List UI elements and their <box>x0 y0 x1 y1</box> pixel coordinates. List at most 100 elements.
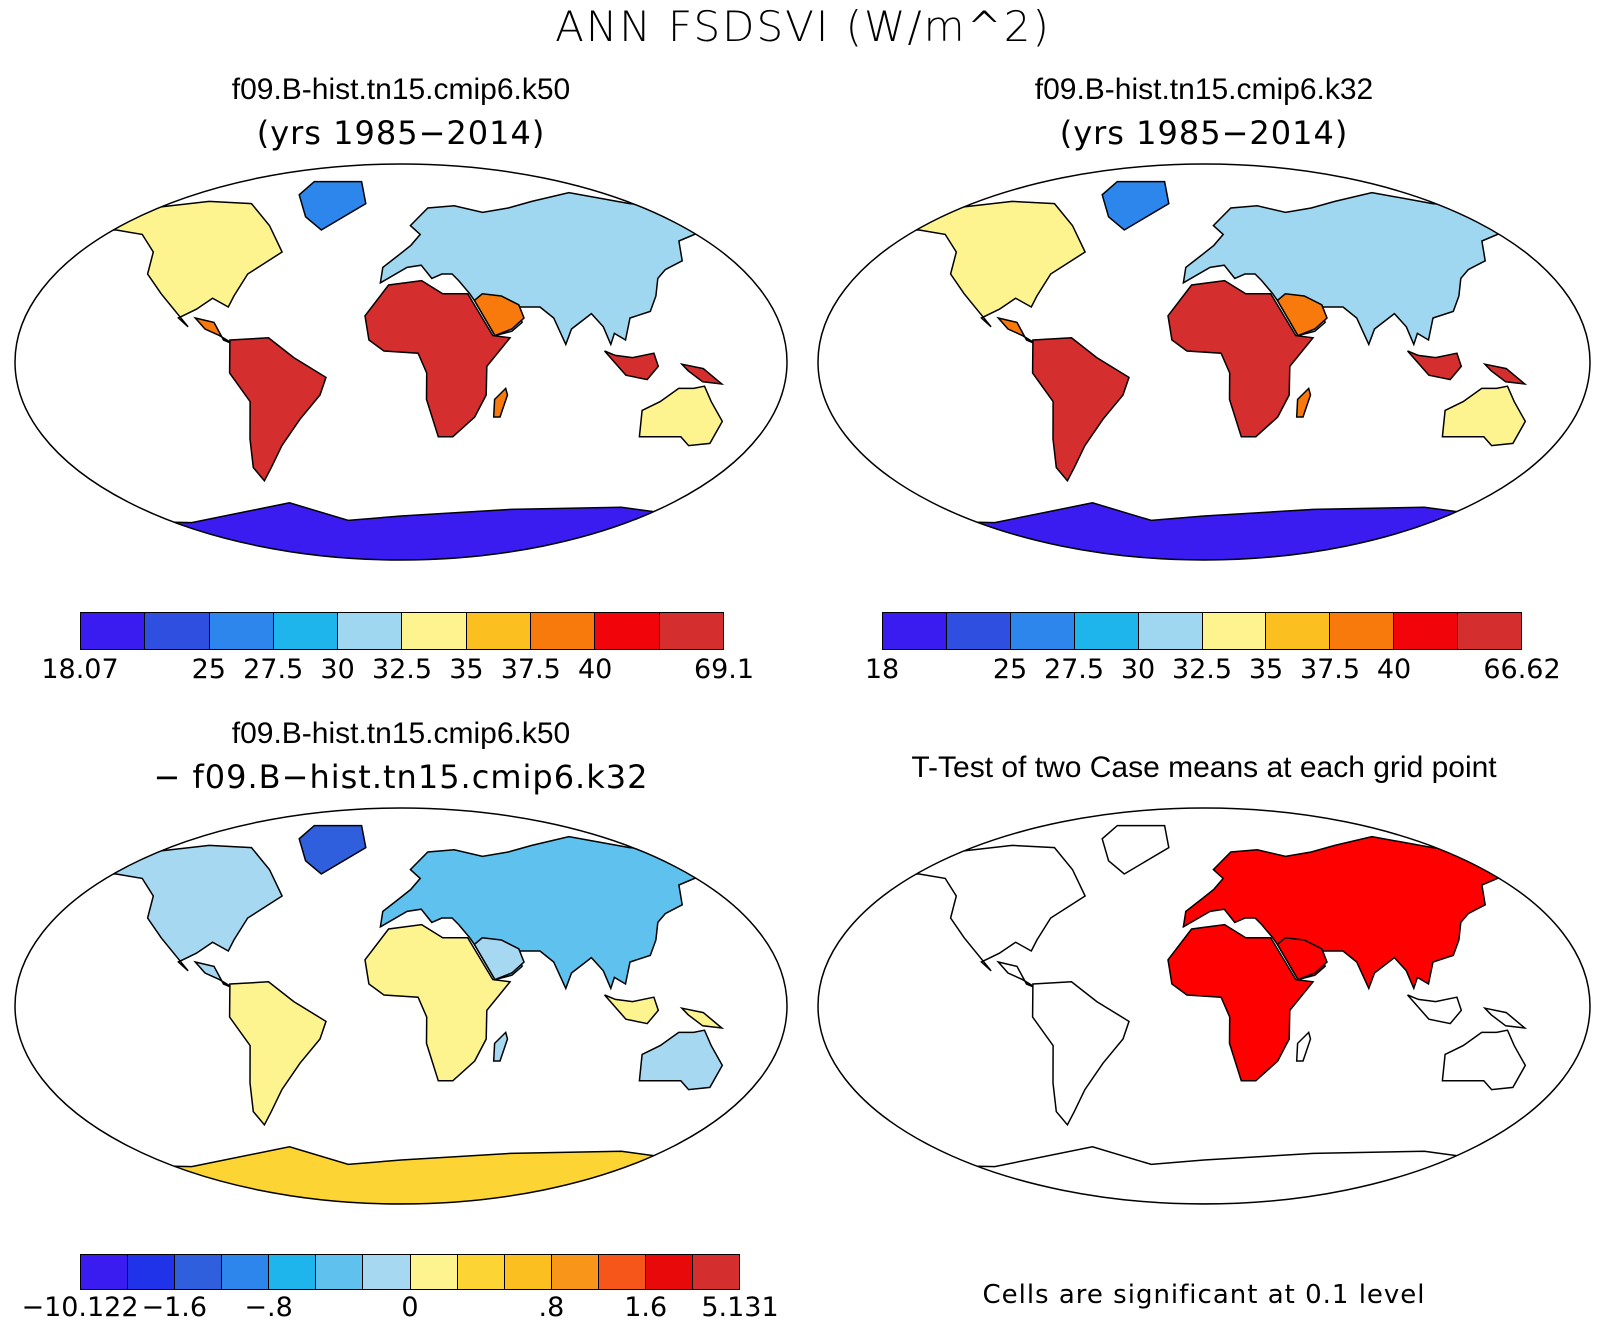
landmass-northAmerica <box>86 844 284 972</box>
landmass-northAmerica <box>889 200 1087 328</box>
landmass-newGuinea <box>679 1006 725 1030</box>
landmass-greenland <box>298 824 367 875</box>
colorbar-swatch <box>1138 613 1203 649</box>
landmass-southAmerica <box>228 981 327 1127</box>
colorbar-tick-label: 5.131 <box>701 1292 779 1323</box>
colorbar-swatch <box>595 613 660 649</box>
landmass-eurasia <box>1182 191 1544 347</box>
map-panel-4 <box>817 807 1591 1205</box>
colorbar-tick-label: 35 <box>1248 654 1284 685</box>
colorbar-tick-label: 18.07 <box>41 654 119 685</box>
colorbar-tick-label: 69.1 <box>693 654 755 685</box>
landmass-arabia <box>1276 293 1328 337</box>
landmass-newGuinea <box>679 362 725 386</box>
colorbar-panel-1 <box>80 612 724 650</box>
landmass-arabia <box>473 293 525 337</box>
colorbar-swatch <box>363 1255 411 1289</box>
colorbar-tick-label: 37.5 <box>500 654 561 685</box>
map-boundary <box>14 163 788 561</box>
landmass-southAmerica <box>1031 981 1130 1127</box>
landmass-eurasia <box>1182 835 1544 991</box>
panel-3-title: f09.B-hist.tn15.cmip6.k50 <box>231 717 571 750</box>
landmass-madagascar <box>492 386 509 418</box>
colorbar-swatch <box>645 1255 694 1289</box>
colorbar-tick-label: 37.5 <box>1299 654 1361 685</box>
colorbar-tick-label: 27.5 <box>243 654 304 685</box>
landmass-centralAmerica <box>193 316 235 346</box>
landmass-antarctica <box>887 502 1521 560</box>
colorbar-tick-label: 66.62 <box>1483 654 1561 685</box>
colorbar-tick-label: 27.5 <box>1043 654 1105 685</box>
colorbar-tick-label: 25 <box>191 654 226 685</box>
landmass-centralAmerica <box>996 960 1038 990</box>
colorbar-swatch <box>457 1255 505 1289</box>
landmass-newGuinea <box>1482 362 1528 386</box>
colorbar-labels-panel-3: −10.122 −1.6 −.8 0 .8 1.6 5.131 <box>21 1292 778 1328</box>
colorbar-swatch <box>1330 613 1395 649</box>
colorbar-swatch <box>1458 613 1522 649</box>
colorbar-swatch <box>1010 613 1075 649</box>
landmass-australia <box>638 385 724 447</box>
colorbar-swatch <box>338 613 403 649</box>
colorbar-labels-panel-2: 18 25 27.5 30 32.5 35 37.5 40 66.62 <box>865 654 1561 690</box>
map-panel-3 <box>14 807 788 1205</box>
map-boundary <box>14 807 788 1205</box>
map-panel-2 <box>817 163 1591 561</box>
landmass-indonesia <box>1407 350 1463 381</box>
landmass-australia <box>638 1029 724 1091</box>
colorbar-swatch <box>1266 613 1331 649</box>
colorbar-swatch <box>269 1255 317 1289</box>
colorbar-swatch <box>128 1255 176 1289</box>
landmass-greenland <box>1101 824 1170 875</box>
map-panel-1 <box>14 163 788 561</box>
colorbar-tick-label: 30 <box>1120 654 1156 685</box>
colorbar-panel-2 <box>882 612 1522 650</box>
colorbar-tick-label: 18 <box>864 654 900 685</box>
landmass-arabia <box>1276 937 1328 981</box>
landmass-newGuinea <box>1482 1006 1528 1030</box>
landmass-southAmerica <box>1031 337 1130 483</box>
panel-2-title: f09.B-hist.tn15.cmip6.k32 <box>1034 73 1374 106</box>
panel-1-title: f09.B-hist.tn15.cmip6.k50 <box>231 73 571 106</box>
landmass-indonesia <box>604 350 660 381</box>
colorbar-swatch <box>466 613 532 649</box>
landmass-africa <box>364 923 512 1082</box>
colorbar-swatch <box>273 613 339 649</box>
colorbar-labels-panel-1: 18.07 25 27.5 30 32.5 35 37.5 40 69.1 <box>41 654 754 690</box>
colorbar-swatch <box>402 613 467 649</box>
landmass-antarctica <box>887 1146 1521 1204</box>
colorbar-swatch <box>81 1255 129 1289</box>
colorbar-swatch <box>175 1255 223 1289</box>
landmass-northAmerica <box>86 200 284 328</box>
landmass-madagascar <box>1295 386 1312 418</box>
landmass-indonesia <box>1407 994 1463 1025</box>
landmass-centralAmerica <box>996 316 1038 346</box>
colorbar-swatch <box>551 1255 599 1289</box>
landmass-africa <box>1167 279 1315 438</box>
landmass-eurasia <box>379 191 741 347</box>
colorbar-swatch <box>504 1255 552 1289</box>
landmass-northAmerica <box>889 844 1087 972</box>
colorbar-swatch <box>883 613 947 649</box>
colorbar-tick-label: 0 <box>401 1292 419 1323</box>
panel-1-subtitle: (yrs 1985−2014) <box>256 114 546 152</box>
colorbar-tick-label: 40 <box>578 654 613 685</box>
colorbar-tick-label: 40 <box>1376 654 1412 685</box>
significance-note: Cells are significant at 0.1 level <box>982 1280 1426 1310</box>
colorbar-tick-label: −.8 <box>244 1292 293 1323</box>
landmass-centralAmerica <box>193 960 235 990</box>
colorbar-swatch <box>946 613 1011 649</box>
landmass-greenland <box>1101 180 1170 231</box>
landmass-eurasia <box>379 835 741 991</box>
colorbar-swatch <box>410 1255 458 1289</box>
colorbar-tick-label: −10.122 <box>21 1292 139 1323</box>
landmass-australia <box>1441 1029 1527 1091</box>
panel-3-subtitle: − f09.B−hist.tn15.cmip6.k32 <box>153 758 649 796</box>
colorbar-tick-label: 35 <box>449 654 484 685</box>
colorbar-swatch <box>1074 613 1139 649</box>
landmass-indonesia <box>604 994 660 1025</box>
landmass-africa <box>364 279 512 438</box>
colorbar-swatch <box>209 613 274 649</box>
map-boundary <box>817 163 1591 561</box>
landmass-africa <box>1167 923 1315 1082</box>
